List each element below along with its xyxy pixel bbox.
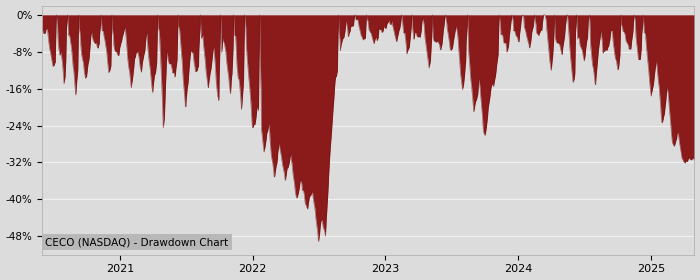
Text: CECO (NASDAQ) - Drawdown Chart: CECO (NASDAQ) - Drawdown Chart: [46, 237, 228, 247]
